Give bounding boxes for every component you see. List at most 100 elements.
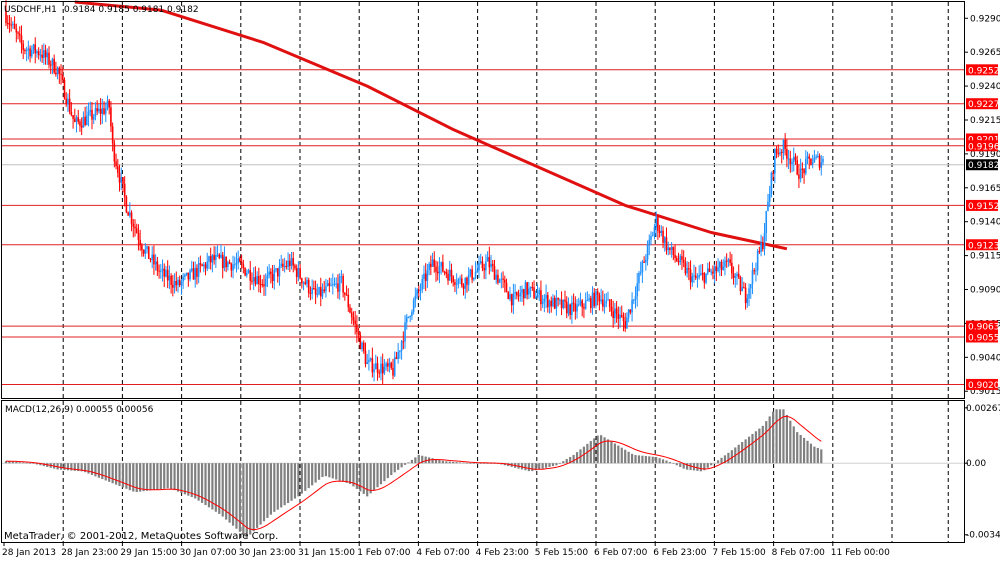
candle-body[interactable]	[175, 280, 178, 286]
candle-body[interactable]	[104, 108, 107, 114]
candle-body[interactable]	[567, 304, 570, 314]
candle-body[interactable]	[784, 139, 786, 149]
candle-body[interactable]	[192, 268, 195, 280]
candle-body[interactable]	[61, 74, 64, 80]
candle-body[interactable]	[789, 158, 792, 164]
candle-body[interactable]	[514, 292, 516, 294]
candle-body[interactable]	[782, 139, 785, 153]
candle-body[interactable]	[357, 332, 360, 335]
candle-body[interactable]	[653, 227, 656, 236]
candle-body[interactable]	[820, 162, 823, 168]
candle-body[interactable]	[325, 286, 327, 292]
candle-body[interactable]	[254, 277, 257, 285]
candle-body[interactable]	[724, 260, 726, 267]
candle-body[interactable]	[560, 299, 563, 308]
candle-body[interactable]	[469, 269, 472, 275]
candle-body[interactable]	[547, 294, 549, 308]
candle-body[interactable]	[595, 291, 597, 306]
candle-body[interactable]	[488, 257, 491, 268]
candle-body[interactable]	[230, 263, 233, 271]
candle-body[interactable]	[13, 23, 16, 29]
candle-body[interactable]	[380, 363, 382, 374]
candle-body[interactable]	[596, 291, 599, 296]
candle-body[interactable]	[660, 230, 663, 233]
candle-body[interactable]	[430, 263, 432, 267]
candle-body[interactable]	[375, 363, 377, 370]
candle-body[interactable]	[34, 44, 37, 54]
candle-body[interactable]	[194, 267, 196, 280]
candle-body[interactable]	[682, 259, 685, 263]
candle-body[interactable]	[657, 217, 659, 232]
candle-body[interactable]	[223, 256, 226, 269]
candle-body[interactable]	[142, 250, 145, 254]
candle-body[interactable]	[249, 270, 252, 281]
candle-body[interactable]	[225, 256, 227, 268]
candle-body[interactable]	[810, 158, 812, 165]
candle-body[interactable]	[86, 115, 88, 125]
candle-body[interactable]	[22, 43, 24, 51]
candle-body[interactable]	[729, 259, 731, 263]
candle-body[interactable]	[548, 300, 551, 308]
candle-body[interactable]	[732, 273, 735, 278]
candle-body[interactable]	[321, 289, 324, 297]
candle-body[interactable]	[533, 287, 535, 299]
candlesticks[interactable]	[5, 0, 824, 385]
candle-body[interactable]	[490, 263, 492, 268]
candle-body[interactable]	[528, 288, 530, 295]
candle-body[interactable]	[796, 160, 798, 175]
candle-body[interactable]	[426, 270, 429, 281]
candle-body[interactable]	[452, 276, 454, 283]
candle-body[interactable]	[359, 334, 362, 350]
candle-body[interactable]	[405, 316, 408, 323]
candle-body[interactable]	[125, 196, 128, 213]
candle-body[interactable]	[813, 157, 816, 163]
candle-body[interactable]	[130, 212, 133, 224]
candle-body[interactable]	[299, 268, 301, 279]
candle-body[interactable]	[798, 174, 800, 179]
candle-body[interactable]	[101, 108, 104, 114]
candle-body[interactable]	[626, 317, 628, 329]
candle-body[interactable]	[748, 288, 750, 299]
candle-body[interactable]	[416, 289, 418, 296]
candle-body[interactable]	[448, 269, 451, 281]
candle-body[interactable]	[808, 156, 811, 159]
candle-body[interactable]	[651, 235, 654, 237]
candle-body[interactable]	[368, 359, 370, 363]
candle-body[interactable]	[462, 285, 465, 289]
candle-body[interactable]	[240, 261, 243, 265]
candle-body[interactable]	[395, 357, 398, 359]
candle-body[interactable]	[663, 237, 666, 243]
candle-body[interactable]	[760, 242, 762, 252]
candle-body[interactable]	[244, 267, 246, 276]
candle-body[interactable]	[638, 272, 640, 284]
candle-body[interactable]	[593, 292, 596, 306]
candle-body[interactable]	[84, 116, 86, 125]
macd-indicator[interactable]	[2, 409, 964, 538]
candle-body[interactable]	[256, 275, 258, 285]
candle-body[interactable]	[636, 283, 639, 297]
candle-body[interactable]	[399, 350, 401, 352]
candle-body[interactable]	[586, 300, 589, 302]
candle-body[interactable]	[68, 98, 71, 112]
candle-body[interactable]	[467, 274, 470, 285]
candle-body[interactable]	[634, 296, 637, 300]
candle-body[interactable]	[534, 297, 537, 299]
candle-body[interactable]	[786, 148, 788, 159]
candle-body[interactable]	[388, 362, 391, 367]
candle-body[interactable]	[753, 270, 755, 272]
candle-body[interactable]	[180, 281, 183, 286]
candle-body[interactable]	[696, 277, 699, 279]
candle-body[interactable]	[402, 341, 405, 343]
candle-body[interactable]	[134, 226, 136, 229]
candle-body[interactable]	[811, 162, 814, 165]
candle-body[interactable]	[607, 299, 609, 301]
candle-body[interactable]	[311, 287, 313, 294]
candle-body[interactable]	[340, 276, 343, 278]
candle-body[interactable]	[464, 277, 467, 289]
candle-body[interactable]	[486, 257, 489, 262]
candle-body[interactable]	[103, 108, 105, 114]
candle-body[interactable]	[645, 259, 647, 263]
candle-body[interactable]	[292, 258, 295, 266]
candle-body[interactable]	[493, 265, 496, 280]
candle-body[interactable]	[627, 309, 630, 318]
